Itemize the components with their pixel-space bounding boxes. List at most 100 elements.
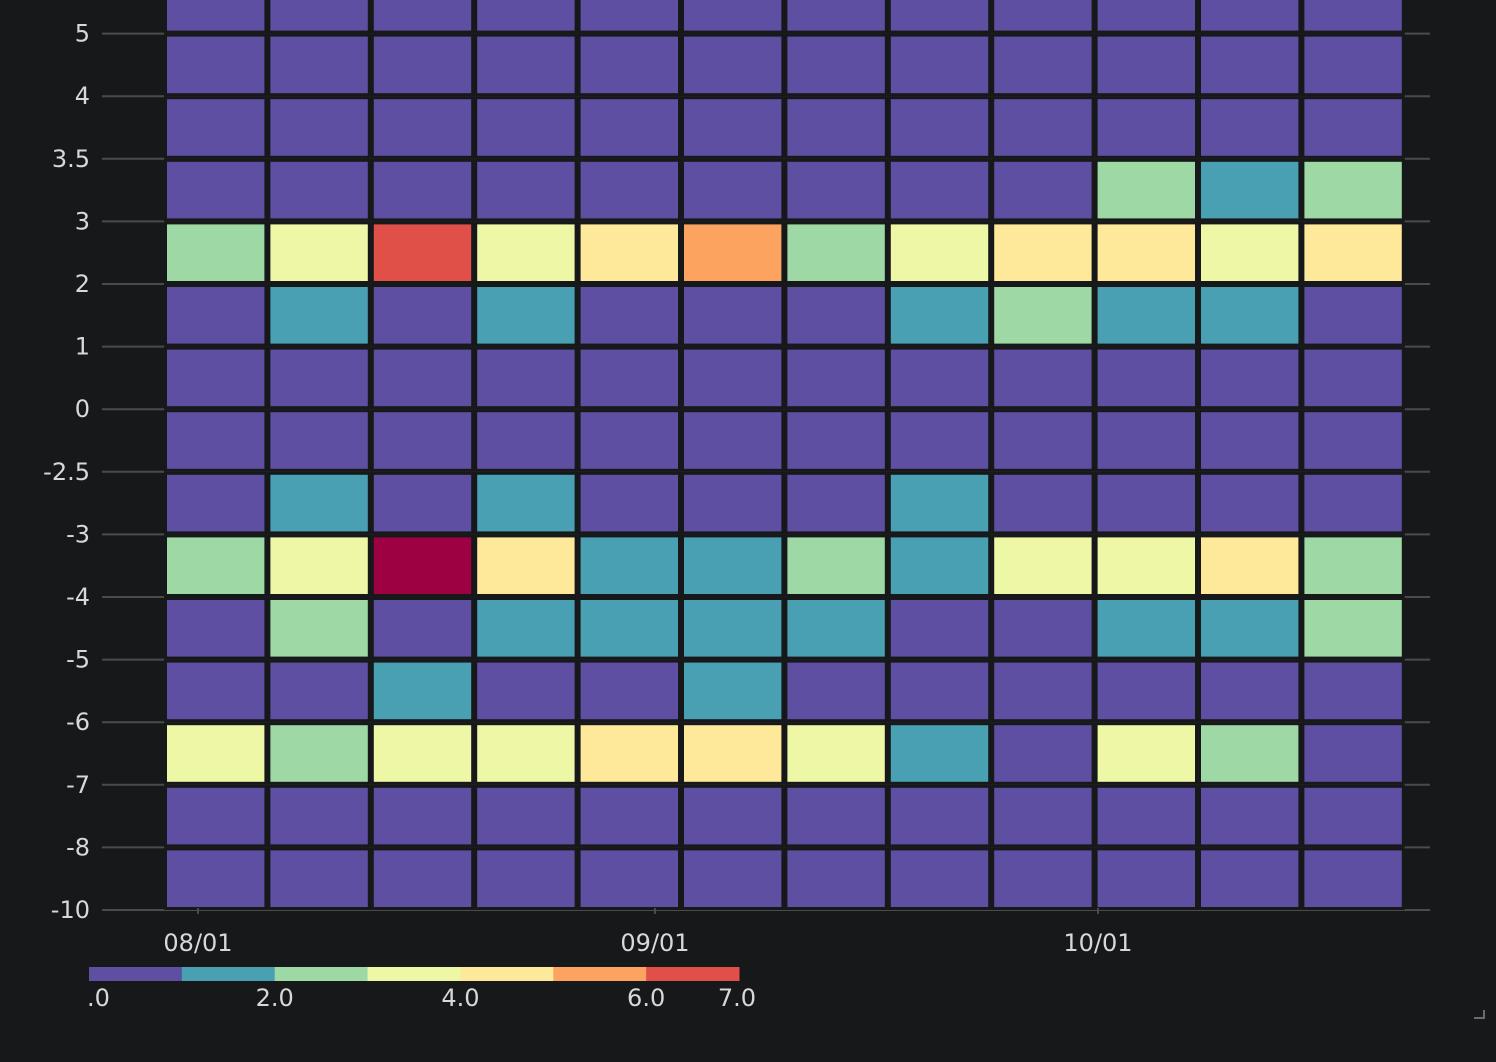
heatmap-cell <box>474 409 578 472</box>
heatmap-cell <box>370 534 475 598</box>
heatmap-cell <box>784 784 888 848</box>
heatmap-cell <box>164 33 268 97</box>
heatmap-cell <box>1094 471 1198 535</box>
colorbar-tick-label: 7.0 <box>718 984 756 1012</box>
heatmap-cell <box>370 0 475 34</box>
heatmap-cell <box>577 96 681 159</box>
heatmap-cell <box>887 597 992 660</box>
heatmap-cell <box>370 471 475 535</box>
y-tick-label: 3.5 <box>52 145 90 173</box>
heatmap-cell <box>1094 722 1198 785</box>
colorbar-segment <box>460 967 554 981</box>
heatmap-cell <box>784 471 888 535</box>
heatmap-cell <box>577 346 681 410</box>
heatmap-cell <box>474 284 578 347</box>
heatmap-cell <box>1094 346 1198 410</box>
heatmap-cell <box>164 534 268 598</box>
heatmap-cell <box>784 659 888 723</box>
heatmap-cell <box>887 33 992 97</box>
heatmap-cell <box>164 221 268 284</box>
heatmap-cell <box>1301 33 1405 97</box>
x-axis-ticks: 08/01 09/01 10/01 <box>163 908 1133 957</box>
heatmap-cell <box>991 221 1095 284</box>
heatmap-cell <box>784 409 888 472</box>
colorbar-segment <box>553 967 647 981</box>
heatmap-cell <box>370 847 475 911</box>
heatmap-cell <box>887 409 992 472</box>
heatmap-cell <box>991 597 1095 660</box>
heatmap-cell <box>164 659 268 723</box>
heatmap-cell <box>991 409 1095 472</box>
heatmap-cell <box>681 221 785 284</box>
y-tick-label: 4 <box>75 82 90 110</box>
y-tick-label: -7 <box>66 771 90 799</box>
heatmap-cell <box>991 284 1095 347</box>
heatmap-cell <box>1198 33 1302 97</box>
heatmap-cell <box>1301 284 1405 347</box>
heatmap-cell <box>267 0 371 34</box>
heatmap-cell <box>887 346 992 410</box>
heatmap-cell <box>991 722 1095 785</box>
heatmap-cell <box>991 471 1095 535</box>
heatmap-cell <box>1094 33 1198 97</box>
heatmap-cell <box>267 409 371 472</box>
heatmap-cell <box>474 784 578 848</box>
heatmap-cell <box>577 847 681 911</box>
heatmap-cell <box>1198 471 1302 535</box>
heatmap-cell <box>887 471 992 535</box>
heatmap-cell <box>1301 597 1405 660</box>
heatmap-cell <box>991 96 1095 159</box>
heatmap-cell <box>267 659 371 723</box>
y-tick-label: 0 <box>75 395 90 423</box>
heatmap-cell <box>1094 597 1198 660</box>
heatmap-cell <box>370 96 475 159</box>
heatmap-cell <box>164 158 268 222</box>
heatmap-cell <box>681 409 785 472</box>
heatmap-cell <box>1301 96 1405 159</box>
heatmap-cell <box>370 158 475 222</box>
heatmap-cell <box>474 659 578 723</box>
heatmap-cell <box>681 284 785 347</box>
heatmap-cell <box>681 722 785 785</box>
heatmap-cell <box>164 597 268 660</box>
heatmap-cell <box>784 597 888 660</box>
heatmap-cell <box>267 221 371 284</box>
heatmap-cell <box>370 221 475 284</box>
heatmap-cell <box>164 284 268 347</box>
colorbar-tick-label: 4.0 <box>441 984 479 1012</box>
heatmap-cell <box>1198 346 1302 410</box>
heatmap-cell <box>1094 784 1198 848</box>
heatmap-cell <box>164 0 268 34</box>
y-tick-label: -4 <box>66 583 90 611</box>
heatmap-cell <box>164 346 268 410</box>
heatmap-cell <box>1094 659 1198 723</box>
heatmap-cell <box>1198 784 1302 848</box>
heatmap-cell <box>370 284 475 347</box>
heatmap-cell <box>1301 221 1405 284</box>
heatmap-cell <box>1094 284 1198 347</box>
heatmap-cell <box>681 158 785 222</box>
heatmap-cell <box>681 659 785 723</box>
heatmap-cell <box>887 158 992 222</box>
heatmap-cell <box>577 534 681 598</box>
resize-handle-icon[interactable] <box>1474 1010 1485 1019</box>
heatmap-cell <box>681 534 785 598</box>
heatmap-cell <box>887 784 992 848</box>
heatmap-cell <box>267 33 371 97</box>
heatmap-cell <box>474 0 578 34</box>
heatmap-cell <box>991 784 1095 848</box>
heatmap-cell <box>577 0 681 34</box>
heatmap-cell <box>577 659 681 723</box>
heatmap-cell <box>784 0 888 34</box>
y-tick-label: -6 <box>66 708 90 736</box>
heatmap-cell <box>1301 409 1405 472</box>
heatmap-cell <box>1094 534 1198 598</box>
heatmap-cell <box>681 33 785 97</box>
heatmap-cell <box>474 346 578 410</box>
heatmap-cell <box>474 158 578 222</box>
heatmap-cell <box>681 346 785 410</box>
heatmap-cell <box>1301 659 1405 723</box>
heatmap-cell <box>887 96 992 159</box>
heatmap-cell <box>267 534 371 598</box>
heatmap-cell <box>991 847 1095 911</box>
